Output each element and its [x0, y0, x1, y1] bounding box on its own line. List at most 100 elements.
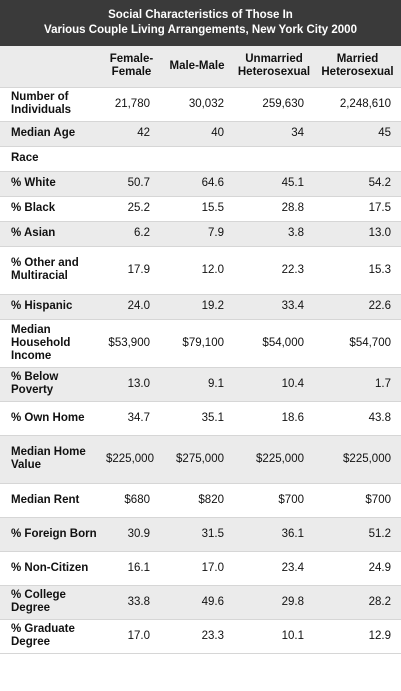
table-cell: [234, 146, 314, 171]
header-row: Female-Female Male-Male Unmarried Hetero…: [0, 46, 401, 87]
table-row: % Non-Citizen 16.1 17.0 23.4 24.9: [0, 551, 401, 585]
table-cell: 9.1: [208, 377, 224, 390]
table-cell: 1.7: [375, 377, 391, 390]
table-row: % College Degree 33.8 49.6 29.8 28.2: [0, 585, 401, 619]
table-cell: 12.0: [201, 263, 224, 276]
table-row: Median Household Income $53,900 $79,100 $54…: [0, 319, 401, 367]
table-cell: 22.6: [368, 300, 391, 312]
table-cell: 49.6: [201, 595, 224, 608]
table-row: % Hispanic 24.0 19.2 33.4 22.6: [0, 294, 401, 319]
table-cell: $820: [198, 493, 224, 506]
table-cell: 45: [378, 127, 391, 139]
table-cell: 23.4: [281, 561, 304, 574]
table-cell: 19.2: [201, 300, 224, 312]
table-cell: 2,248,610: [339, 97, 391, 110]
column-header: Married Heterosexual: [321, 53, 394, 79]
table-row: Median Age 42 40 34 45: [0, 121, 401, 146]
header-empty: [0, 46, 103, 87]
table-cell: 17.0: [127, 629, 150, 642]
table-cell: $225,000: [106, 452, 154, 465]
row-label: Median Home Value: [11, 446, 86, 471]
row-label: Median Age: [11, 127, 76, 139]
table-cell: 16.1: [127, 561, 150, 574]
row-label: % Black: [11, 202, 56, 214]
table-cell: 28.2: [368, 595, 391, 608]
table-row: % Own Home 34.7 35.1 18.6 43.8: [0, 401, 401, 435]
table-cell: 25.2: [127, 202, 150, 214]
table-cell: $54,000: [262, 336, 304, 349]
column-header: Unmarried Heterosexual: [237, 53, 311, 79]
row-label: % Asian: [11, 227, 56, 239]
table-cell: $79,100: [182, 336, 224, 349]
row-label: % Non-Citizen: [11, 561, 89, 574]
table-row: % White 50.7 64.6 45.1 54.2: [0, 171, 401, 196]
table-cell: 42: [137, 127, 150, 139]
row-label: % Own Home: [11, 411, 85, 424]
table-cell: 17.5: [368, 202, 391, 214]
table-cell: $680: [124, 493, 150, 506]
table-cell: $700: [278, 493, 304, 506]
table-cell: $54,700: [349, 336, 391, 349]
title-line-2: Various Couple Living Arrangements, New …: [44, 24, 357, 36]
table-cell: $700: [365, 493, 391, 506]
table-cell: 259,630: [262, 97, 304, 110]
table-cell: 10.1: [281, 629, 304, 642]
table-cell: 17.9: [127, 263, 150, 276]
table-cell: 24.0: [127, 300, 150, 312]
table-cell: [160, 146, 234, 171]
table-row: Number of Individuals 21,780 30,032 259,630…: [0, 87, 401, 121]
table-cell: 23.3: [201, 629, 224, 642]
row-label: Median Rent: [11, 493, 80, 506]
row-label: % Hispanic: [11, 300, 73, 312]
table-cell: 17.0: [201, 561, 224, 574]
row-label: % Foreign Born: [11, 527, 97, 540]
table-cell: 35.1: [201, 411, 224, 424]
table-cell: 12.9: [368, 629, 391, 642]
table-title: Social Characteristics of Those In Vario…: [0, 0, 401, 46]
table-cell: [103, 146, 160, 171]
table-cell: 40: [211, 127, 224, 139]
table-cell: 43.8: [368, 411, 391, 424]
column-header: Male-Male: [169, 59, 225, 72]
table-cell: 10.4: [281, 377, 304, 390]
table-cell: 18.6: [281, 411, 304, 424]
row-label: % Other and Multiracial: [11, 257, 79, 282]
table-row: % Below Poverty 13.0 9.1 10.4 1.7: [0, 367, 401, 401]
table-cell: 51.2: [368, 527, 391, 540]
table-row: Median Home Value $225,000 $275,000 $225,00…: [0, 435, 401, 483]
table-cell: $225,000: [256, 452, 304, 465]
title-line-1: Social Characteristics of Those In: [108, 9, 293, 21]
data-table: Female-Female Male-Male Unmarried Hetero…: [0, 46, 401, 654]
table-row: % Other and Multiracial 17.9 12.0 22.3 15.3: [0, 246, 401, 294]
table-cell: 15.5: [201, 202, 224, 214]
row-label: % College Degree: [11, 589, 66, 614]
table-cell: 7.9: [208, 227, 224, 239]
table-cell: 33.4: [281, 300, 304, 312]
table-cell: $225,000: [343, 452, 391, 465]
table-cell: 29.8: [281, 595, 304, 608]
table-cell: 21,780: [114, 97, 150, 110]
table-cell: $53,900: [108, 336, 150, 349]
table-cell: 6.2: [134, 227, 150, 239]
table-row: % Graduate Degree 17.0 23.3 10.1 12.9: [0, 619, 401, 653]
table-cell: 3.8: [288, 227, 304, 239]
table-cell: 34: [291, 127, 304, 139]
row-label: Race: [11, 152, 39, 164]
table-cell: 13.0: [368, 227, 391, 239]
table-cell: 45.1: [281, 177, 304, 189]
table-container: Social Characteristics of Those In Vario…: [0, 0, 401, 654]
table-row: % Black 25.2 15.5 28.8 17.5: [0, 196, 401, 221]
table-cell: 54.2: [368, 177, 391, 189]
table-cell: 13.0: [127, 377, 150, 390]
table-cell: 36.1: [281, 527, 304, 540]
table-cell: 30.9: [127, 527, 150, 540]
row-label: % White: [11, 177, 56, 189]
table-cell: 64.6: [201, 177, 224, 189]
table-row: Race: [0, 146, 401, 171]
table-cell: 50.7: [127, 177, 150, 189]
table-row: % Asian 6.2 7.9 3.8 13.0: [0, 221, 401, 246]
table-cell: 22.3: [281, 263, 304, 276]
column-header: Female-Female: [109, 53, 154, 79]
table-cell: [314, 146, 401, 171]
row-label: Number of Individuals: [11, 91, 72, 116]
